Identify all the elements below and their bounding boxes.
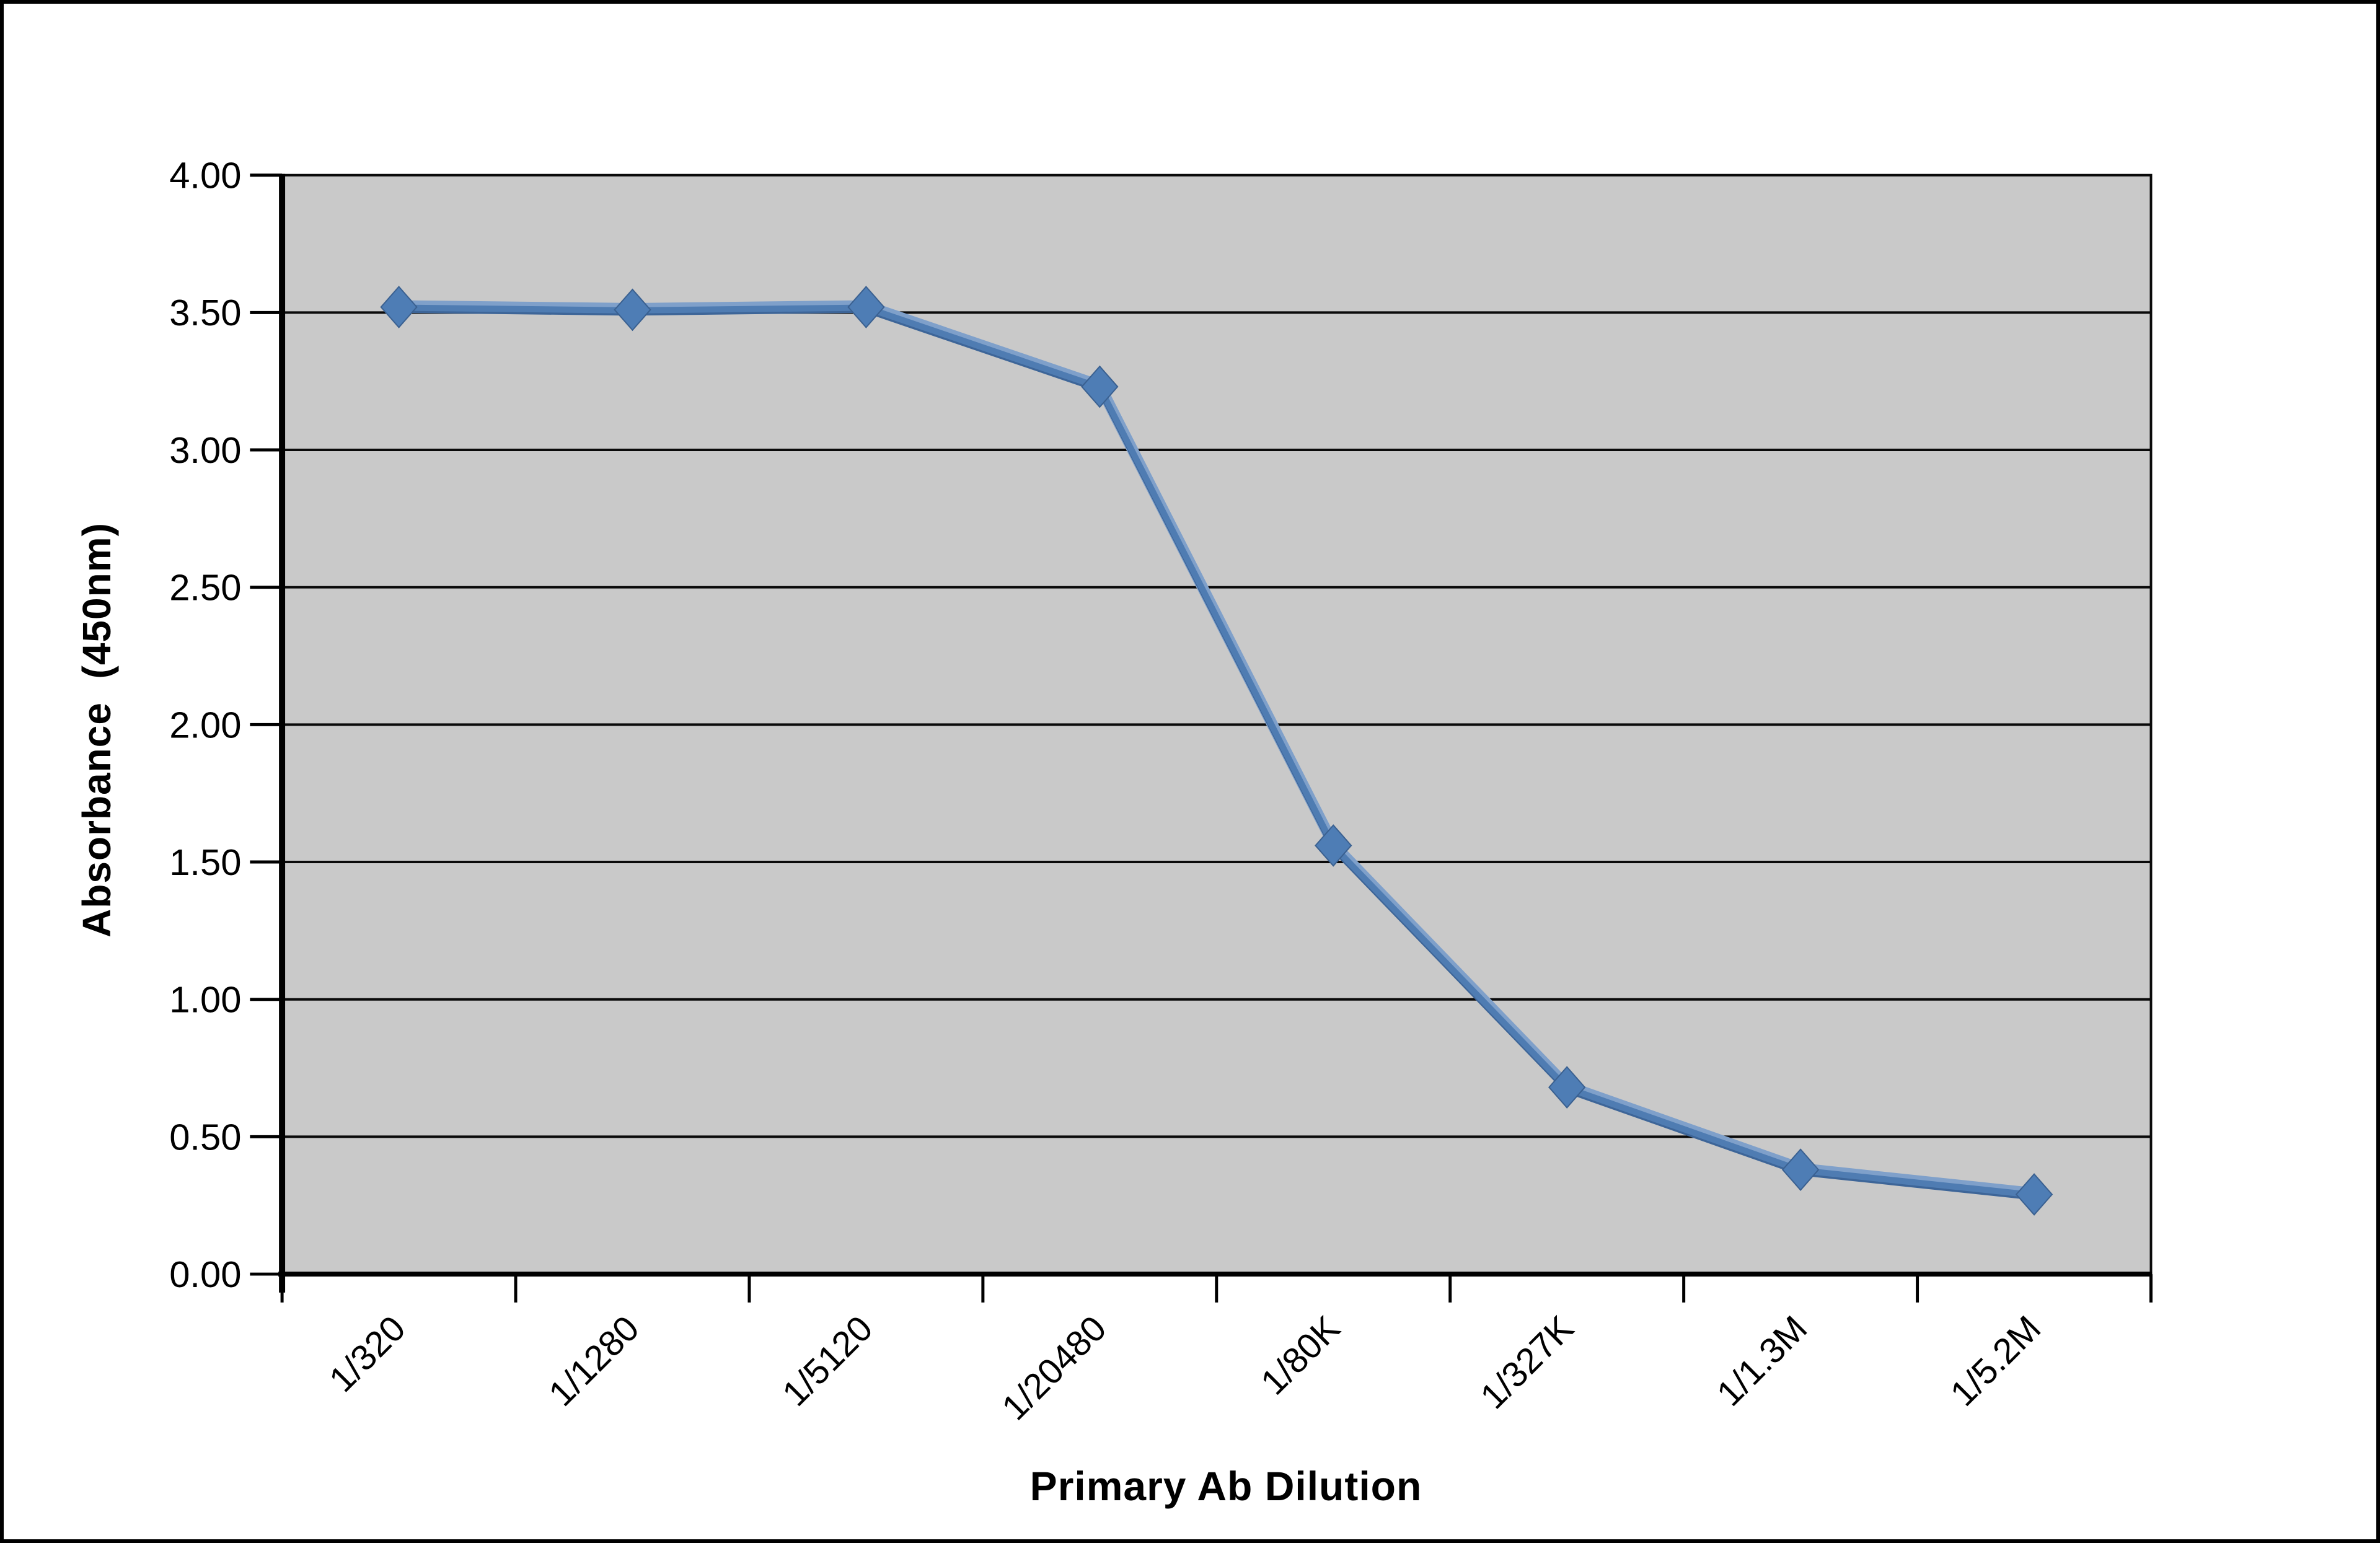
y-tick-label: 3.50: [169, 292, 241, 333]
x-tick-label: 1/5.2M: [1943, 1309, 2048, 1414]
data-point-marker: [380, 286, 418, 328]
series-line: [395, 304, 2038, 1198]
x-tick-label: 1/320: [322, 1309, 413, 1400]
x-tick-label: 1/80K: [1253, 1309, 1347, 1403]
x-axis-title: Primary Ab Dilution: [1029, 1463, 1422, 1509]
data-point-marker: [847, 286, 885, 328]
line-chart: 4.00 3.50 3.00 2.50 2.00 1.50 1.00 0.50 0.00 1/32…: [169, 155, 2153, 1428]
y-tick-label: 3.00: [169, 429, 241, 471]
x-tick-label: 1/20480: [995, 1309, 1114, 1428]
data-point-marker: [1315, 824, 1352, 867]
data-point-marker: [614, 288, 651, 332]
y-tick-label: 2.00: [169, 704, 241, 745]
y-tick-label: 1.00: [169, 979, 241, 1021]
x-tick-label: 1/1280: [542, 1309, 647, 1414]
y-tick-label: 0.00: [169, 1254, 241, 1295]
x-tick-label: 1/5120: [775, 1309, 880, 1414]
x-tick-label: 1/1.3M: [1709, 1309, 1815, 1414]
data-point-marker: [1081, 365, 1119, 408]
data-point-marker: [1548, 1066, 1586, 1109]
y-tick-label: 4.00: [169, 155, 241, 196]
y-tick-label: 0.50: [169, 1116, 241, 1158]
data-point-marker: [1781, 1148, 1820, 1191]
x-tick-label: 1/327K: [1473, 1309, 1582, 1417]
data-point-marker: [2015, 1173, 2053, 1216]
y-tick-label: 2.50: [169, 567, 241, 609]
y-axis-title: Absorbance (450nm): [74, 522, 119, 938]
y-tick-label: 1.50: [169, 842, 241, 883]
